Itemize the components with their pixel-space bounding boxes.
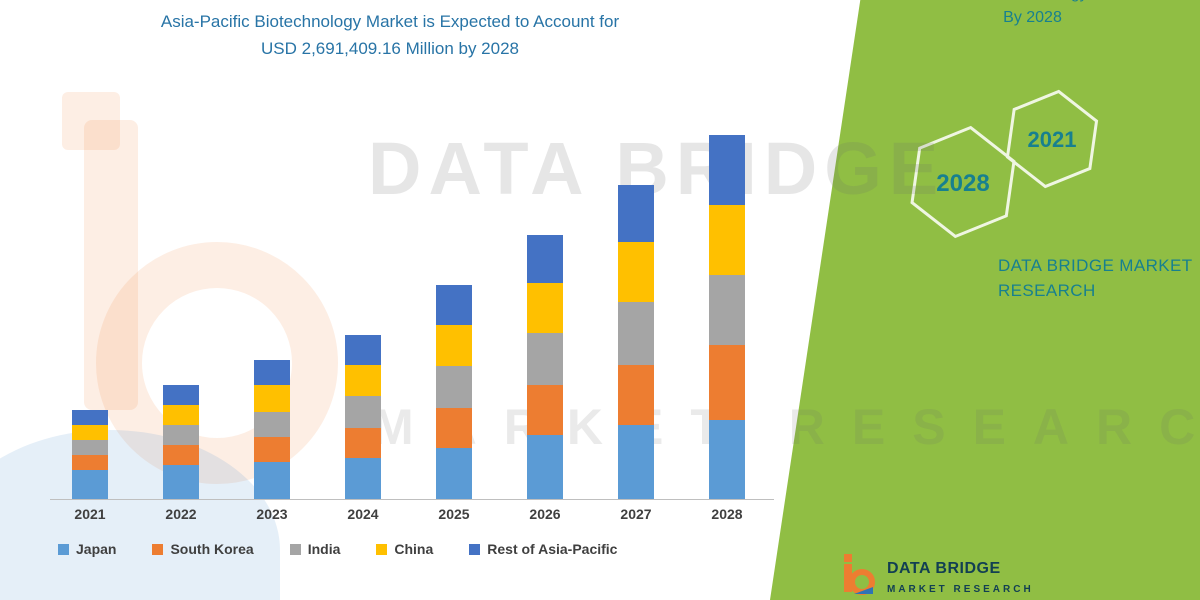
x-axis-label-2028: 2028 [711, 506, 743, 522]
bar-segment-south-korea-2021 [72, 454, 108, 471]
bar-segment-india-2027 [618, 302, 654, 366]
legend-item-china: China [376, 541, 433, 557]
legend-swatch-rest-of-asia-pacific [469, 543, 481, 555]
bar-segment-rest-of-asia-pacific-2026 [527, 235, 563, 284]
stacked-bar-chart: Japan South Korea India China Rest of Asia-P… [50, 0, 780, 575]
bar-2021 [72, 0, 108, 500]
bar-segment-rest-of-asia-pacific-2022 [163, 385, 199, 406]
green-panel: Asia-Pacific Biotechnology Market By 202… [770, 0, 1200, 600]
footer-logo-text: DATA BRIDGE MARKET RESEARCH [887, 554, 1034, 595]
hexagons-graphic: 2028 2021 [910, 89, 1099, 239]
green-panel-by-2028: By 2028 [1003, 9, 1062, 26]
bar-segment-china-2025 [436, 325, 472, 367]
bar-segment-japan-2024 [345, 457, 381, 500]
footer-logo: DATA BRIDGE MARKET RESEARCH [843, 554, 1034, 600]
watermark-logo-square [62, 92, 120, 150]
bar-segment-china-2028 [709, 205, 745, 276]
legend-item-japan: Japan [58, 541, 116, 557]
hexagon-2028-label: 2028 [936, 170, 989, 197]
x-axis-label-2024: 2024 [347, 506, 379, 522]
bar-segment-south-korea-2024 [345, 428, 381, 458]
bar-segment-japan-2023 [254, 462, 290, 500]
bar-segment-rest-of-asia-pacific-2028 [709, 135, 745, 206]
chart-legend: Japan South Korea India China Rest of Asia-P… [58, 541, 617, 557]
bar-segment-japan-2028 [709, 420, 745, 500]
chart-title-line-2: USD 2,691,409.16 Million by 2028 [261, 39, 519, 59]
bar-segment-china-2027 [618, 242, 654, 302]
bar-segment-rest-of-asia-pacific-2025 [436, 285, 472, 326]
bar-segment-south-korea-2027 [618, 365, 654, 426]
bar-segment-japan-2026 [527, 435, 563, 500]
bar-2026 [527, 0, 563, 500]
legend-swatch-south-korea [152, 543, 164, 555]
bar-2027 [618, 0, 654, 500]
legend-label-rest-of-asia-pacific: Rest of Asia-Pacific [487, 541, 618, 557]
bar-segment-india-2023 [254, 412, 290, 438]
legend-label-japan: Japan [76, 541, 117, 557]
brand-text: DATA BRIDGE MARKET RESEARCH [998, 254, 1198, 303]
brand-line-1: DATA BRIDGE MARKET [998, 256, 1193, 275]
bar-segment-china-2021 [72, 424, 108, 440]
bar-segment-china-2023 [254, 385, 290, 413]
bar-segment-india-2024 [345, 396, 381, 428]
bar-segment-south-korea-2023 [254, 437, 290, 463]
chart-title: Asia-Pacific Biotechnology Market is Exp… [45, 8, 735, 62]
bar-segment-south-korea-2028 [709, 345, 745, 420]
bar-segment-india-2022 [163, 425, 199, 446]
bar-segment-india-2028 [709, 275, 745, 345]
bar-segment-south-korea-2025 [436, 408, 472, 449]
bars [50, 0, 780, 500]
bar-segment-japan-2022 [163, 465, 199, 500]
x-axis-label-2026: 2026 [529, 506, 561, 522]
legend-swatch-india [289, 543, 301, 555]
bar-segment-japan-2025 [436, 448, 472, 500]
legend-label-south-korea: South Korea [170, 541, 254, 557]
bar-2025 [436, 0, 472, 500]
legend-item-india: India [289, 541, 341, 557]
bar-2022 [163, 0, 199, 500]
bar-segment-china-2026 [527, 283, 563, 334]
legend-swatch-china [376, 543, 388, 555]
x-axis-label-2025: 2025 [438, 506, 470, 522]
footer-brand-subtext: MARKET RESEARCH [887, 584, 1034, 595]
hexagon-2021-outline [1005, 89, 1099, 189]
data-bridge-logo-icon [844, 554, 875, 595]
bar-2028 [709, 0, 745, 500]
legend-label-india: India [307, 541, 341, 557]
bar-segment-japan-2027 [618, 425, 654, 500]
bar-segment-china-2024 [345, 364, 381, 396]
footer-brand-name: DATA BRIDGE [887, 560, 1001, 577]
bar-2023 [254, 0, 290, 500]
bar-segment-india-2025 [436, 366, 472, 409]
bar-segment-south-korea-2026 [527, 385, 563, 436]
bar-segment-rest-of-asia-pacific-2023 [254, 360, 290, 386]
bar-segment-south-korea-2022 [163, 445, 199, 466]
green-panel-clipped-title: Asia-Pacific Biotechnology Market [840, 0, 1200, 3]
bar-2024 [345, 0, 381, 500]
bar-segment-rest-of-asia-pacific-2027 [618, 185, 654, 243]
hexagon-2021-label: 2021 [1028, 127, 1077, 152]
legend-item-south-korea: South Korea [152, 541, 254, 557]
x-axis-label-2022: 2022 [165, 506, 197, 522]
bar-segment-rest-of-asia-pacific-2024 [345, 334, 381, 365]
legend-item-rest-of-asia-pacific: Rest of Asia-Pacific [469, 541, 617, 557]
brand-line-2: RESEARCH [998, 280, 1096, 300]
bar-segment-rest-of-asia-pacific-2021 [72, 409, 108, 425]
bar-segment-india-2026 [527, 333, 563, 385]
chart-title-line-1: Asia-Pacific Biotechnology Market is Exp… [160, 12, 620, 31]
x-axis-line [50, 499, 774, 500]
bar-segment-china-2022 [163, 405, 199, 426]
bar-segment-japan-2021 [72, 470, 108, 500]
bar-segment-india-2021 [72, 439, 108, 455]
x-axis-label-2027: 2027 [620, 506, 652, 522]
legend-label-china: China [394, 541, 434, 557]
x-axis-label-2021: 2021 [74, 506, 106, 522]
x-axis-label-2023: 2023 [256, 506, 288, 522]
legend-swatch-japan [58, 543, 69, 555]
